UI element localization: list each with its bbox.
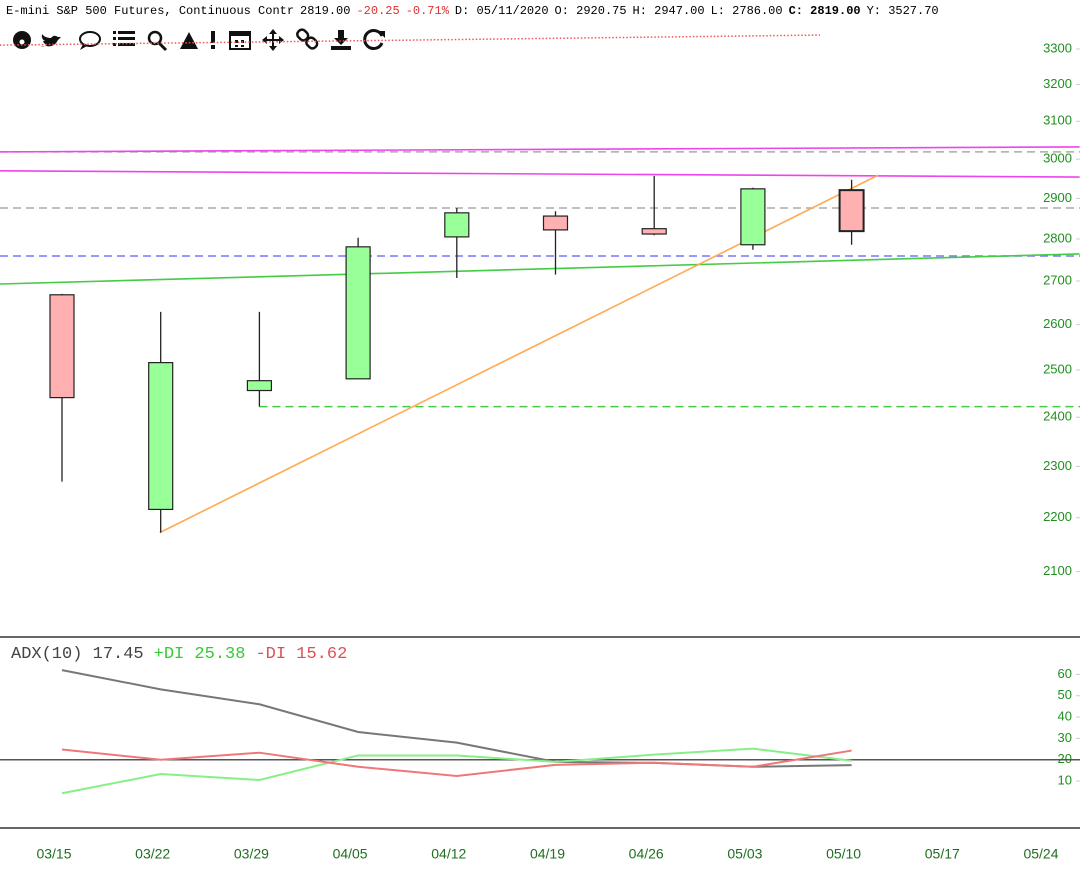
indicator-line [61, 748, 852, 777]
move-icon[interactable] [262, 29, 284, 51]
y-tick-label: 2300 [1043, 458, 1072, 473]
header-item: D: 05/11/2020 [455, 4, 549, 18]
x-tick-label: 03/29 [234, 846, 269, 862]
candle-body [246, 380, 272, 392]
header-item: Y: 3527.70 [867, 4, 939, 18]
candle-body [740, 188, 766, 246]
y-tick-label: 40 [1058, 709, 1072, 724]
header-item: ADX(10) 17.45 [11, 645, 144, 664]
x-tick-label: 04/12 [431, 846, 466, 862]
trend-line [0, 34, 821, 46]
y-tick-label: 2600 [1043, 316, 1072, 331]
y-tick-label: 2500 [1043, 361, 1072, 376]
x-tick-label: 05/17 [925, 846, 960, 862]
header-item: C: 2819.00 [789, 4, 861, 18]
candle-body [148, 362, 174, 511]
y-tick-label: 20 [1058, 751, 1072, 766]
x-tick-label: 03/15 [36, 846, 71, 862]
download-icon[interactable] [331, 30, 351, 50]
header-item: H: 2947.00 [633, 4, 705, 18]
y-tick-label: 2800 [1043, 230, 1072, 245]
refresh-icon[interactable] [363, 29, 385, 50]
y-tick-label: 3200 [1043, 76, 1072, 91]
y-tick-label: 3100 [1043, 113, 1072, 128]
y-tick-label: 50 [1058, 687, 1072, 702]
trend-line [0, 253, 1080, 285]
candle-body [542, 215, 569, 231]
y-tick-label: 2900 [1043, 190, 1072, 205]
header-item: -20.25 [356, 4, 399, 18]
header-item: 2819.00 [300, 4, 350, 18]
plot-area: 03/15 03/22 03/29 04/05 04/12 04/19 04/26 05/03… [0, 34, 1080, 862]
dashboard-icon[interactable] [13, 31, 31, 49]
y-tick-label: 2100 [1043, 563, 1072, 578]
twitter-icon[interactable] [41, 34, 61, 47]
candle-body [444, 212, 470, 238]
header-text: ADX(10) 17.45 +DI 25.38 -DI 15.62 [11, 645, 347, 664]
header: E-mini S&P 500 Futures, Continuous Contr… [6, 4, 939, 664]
y-tick-label: 3300 [1043, 40, 1072, 55]
y-tick-label: 2700 [1043, 272, 1072, 287]
x-tick-label: 05/24 [1023, 846, 1058, 862]
x-tick-label: 05/03 [727, 846, 762, 862]
header-item: -0.71% [406, 4, 450, 18]
y-tick-label: 60 [1058, 666, 1072, 681]
triangle-icon[interactable] [180, 32, 198, 49]
x-tick-label: 04/26 [629, 846, 664, 862]
y-tick-label: 3000 [1043, 151, 1072, 166]
link-icon[interactable] [296, 28, 319, 50]
x-tick-label: 04/19 [530, 846, 565, 862]
header-item: -DI 15.62 [255, 645, 347, 664]
x-tick-label: 03/22 [135, 846, 170, 862]
x-tick-label: 04/05 [333, 846, 368, 862]
header-item: L: 2786.00 [711, 4, 783, 18]
header-item: +DI 25.38 [154, 645, 246, 664]
y-tick-label: 2400 [1043, 409, 1072, 424]
header-item: E-mini S&P 500 Futures, Continuous Contr [6, 4, 294, 18]
y-tick-label: 10 [1058, 773, 1072, 788]
trend-line [0, 146, 1080, 153]
candle-body [345, 246, 371, 380]
candle-body [49, 294, 75, 399]
candle-body [641, 228, 667, 235]
trend-line [0, 170, 1080, 178]
y-tick-label: 2200 [1043, 509, 1072, 524]
alert-icon[interactable] [211, 31, 215, 49]
toolbar [13, 28, 385, 52]
list-icon[interactable] [113, 31, 135, 46]
x-tick-label: 05/10 [826, 846, 861, 862]
search-icon[interactable] [147, 30, 168, 52]
y-tick-label: 30 [1058, 730, 1072, 745]
comment-icon[interactable] [79, 31, 101, 50]
header-text: E-mini S&P 500 Futures, Continuous Contr… [6, 4, 939, 18]
candle-body [838, 189, 865, 233]
header-item: O: 2920.75 [555, 4, 627, 18]
indicator-line [61, 747, 852, 795]
